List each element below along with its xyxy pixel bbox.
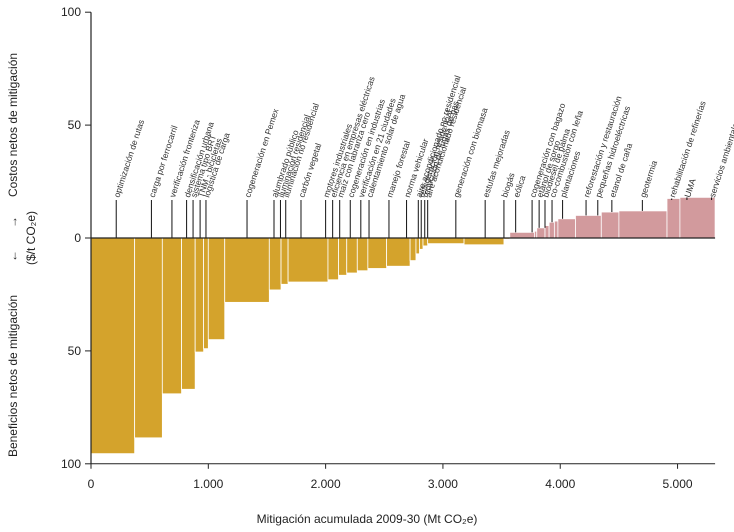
bar-35 (679, 196, 716, 239)
x-tick-label-5: 5.000 (663, 477, 693, 491)
bar-7 (224, 237, 270, 303)
y-axis-label-top: Costos netos de mitigación (6, 53, 20, 197)
bar-6 (207, 237, 226, 341)
y-axis-arrow-down: ← (6, 250, 20, 262)
bar-2 (161, 237, 182, 395)
bar-32 (600, 211, 620, 239)
category-label-39: servicios ambientales (707, 117, 734, 198)
bar-18 (415, 237, 420, 255)
x-axis-label: Mitigación acumulada 2009-30 (Mt CO₂e) (257, 512, 478, 526)
bar-8 (268, 237, 282, 291)
x-tick-label-4: 4.000 (545, 477, 575, 491)
bar-27 (544, 225, 550, 239)
bar-29 (553, 220, 559, 239)
bar-31 (575, 215, 602, 239)
bar-15 (367, 237, 388, 269)
axes-layer (90, 12, 716, 464)
x-tick-label-3: 3.000 (428, 477, 458, 491)
bar-19 (419, 237, 424, 250)
leader-lines-layer (115, 197, 713, 238)
y-tick-label-3: 50 (68, 344, 82, 358)
bar-13 (346, 237, 358, 274)
y-tick-label-0: 100 (61, 5, 81, 19)
bar-4 (194, 237, 205, 353)
category-label-0: optimización de rutas (112, 118, 147, 198)
bar-10 (287, 237, 329, 283)
x-tick-label-0: 0 (88, 477, 95, 491)
y-tick-label-2: 0 (74, 231, 81, 245)
y-axis-label-bottom: Beneficios netos de mitigación (6, 295, 20, 457)
bar-5 (203, 237, 209, 350)
bar-24 (509, 231, 535, 239)
x-tick-label-1: 1.000 (193, 477, 223, 491)
bar-11 (327, 237, 339, 281)
bar-17 (409, 237, 417, 261)
category-label-38: UMA (682, 177, 697, 199)
ticks-layer: 100 50 0 50 100 0 1.000 2.000 3.000 4.000 5.000 (61, 5, 716, 491)
bar-3 (181, 237, 196, 390)
bar-1 (134, 237, 163, 439)
bar-30 (557, 218, 576, 239)
bar-0 (90, 237, 136, 455)
bar-22 (463, 237, 505, 246)
category-labels-layer: optimización de rutas carga por ferrocarr… (112, 74, 734, 198)
bar-21 (427, 237, 465, 245)
y-axis-unit-label: ($/t CO₂e) (24, 211, 38, 265)
x-tick-label-2: 2.000 (311, 477, 341, 491)
bar-20 (422, 237, 429, 247)
category-label-36: geotermia (638, 159, 659, 199)
bar-9 (280, 237, 289, 285)
y-tick-label-4: 100 (61, 457, 81, 471)
bar-16 (386, 237, 411, 267)
bar-34 (666, 198, 681, 239)
bar-33 (618, 210, 668, 239)
y-axis-arrow-up: → (6, 216, 20, 228)
bar-14 (356, 237, 369, 272)
bars-layer (90, 196, 716, 455)
y-tick-label-1: 50 (68, 118, 82, 132)
bar-28 (548, 221, 555, 239)
bar-26 (536, 227, 546, 239)
bar-12 (338, 237, 348, 276)
